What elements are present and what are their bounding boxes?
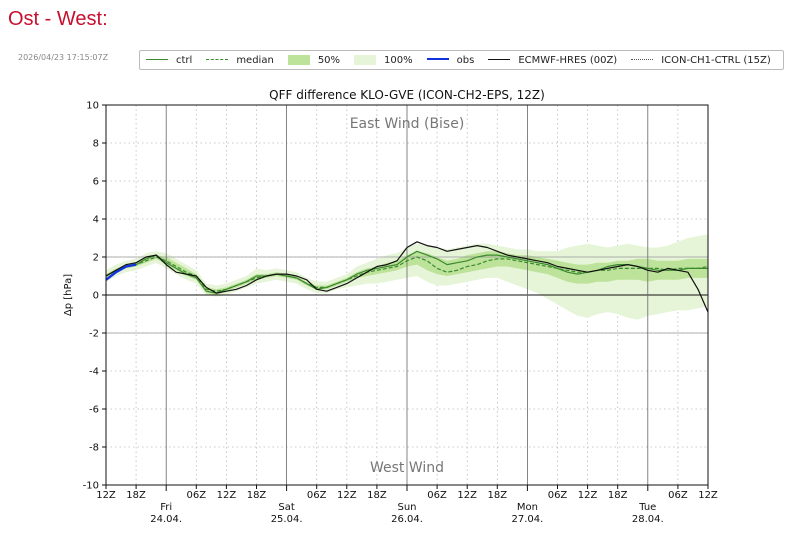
ecmwf-hres-line: [105, 241, 709, 313]
y-tick-label: -8: [89, 443, 99, 454]
legend-item-p100: 100%: [354, 55, 413, 66]
y-tick-label: -4: [89, 367, 99, 378]
legend-label-p100: 100%: [384, 54, 413, 66]
obs-line: [105, 263, 137, 281]
x-tick-label: 12Z: [698, 490, 718, 501]
x-tick-label: 06Z: [548, 490, 568, 501]
chart-title: QFF difference KLO-GVE (ICON-CH2-EPS, 12…: [269, 88, 545, 102]
legend-item-ctrl: ctrl: [146, 55, 192, 66]
ctrl-line: [105, 250, 708, 294]
legend-swatch-ctrl: [146, 55, 168, 65]
x-tick-label: 12Z: [457, 490, 477, 501]
x-tick-label: 12Z: [337, 490, 357, 501]
day-label: Sat: [278, 502, 294, 513]
x-tick-label: 18Z: [367, 490, 387, 501]
x-tick-label: 18Z: [488, 490, 508, 501]
date-label: 27.04.: [511, 514, 543, 525]
y-tick-label: 8: [93, 139, 99, 150]
y-tick-label: -2: [89, 329, 99, 340]
y-tick-label: -6: [89, 405, 99, 416]
x-tick-label: 06Z: [427, 490, 447, 501]
legend-label-median: median: [236, 54, 274, 66]
date-label: 24.04.: [150, 514, 182, 525]
x-tick-label: 12Z: [96, 490, 116, 501]
legend-label-p50: 50%: [317, 54, 341, 66]
x-tick-label: 18Z: [608, 490, 628, 501]
x-tick-label: 06Z: [668, 490, 688, 501]
chart-legend: ctrl median 50% 100% obs ECMWF-HRES (00Z) ICON…: [139, 50, 784, 70]
day-label: Fri: [160, 502, 172, 513]
day-label: Mon: [517, 502, 538, 513]
x-tick-label: 06Z: [187, 490, 207, 501]
legend-item-median: median: [206, 55, 274, 66]
legend-swatch-median: [206, 55, 229, 65]
y-tick-label: 10: [86, 101, 99, 112]
legend-swatch-p100: [354, 55, 377, 65]
day-label: Sun: [397, 502, 416, 513]
timestamp: 2026/04/23 17:15:07Z: [18, 53, 109, 62]
band-50pct: [106, 251, 708, 295]
x-tick-label: 12Z: [578, 490, 598, 501]
y-tick-label: 0: [93, 291, 99, 302]
y-axis-label: Δp [hPa]: [63, 274, 74, 316]
y-tick-label: 2: [93, 253, 99, 264]
annotation-east-wind: East Wind (Bise): [350, 116, 465, 132]
day-label: Tue: [638, 502, 656, 513]
x-tick-label: 18Z: [247, 490, 267, 501]
y-tick-label: 4: [93, 215, 99, 226]
x-tick-label: 18Z: [126, 490, 146, 501]
x-tick-label: 06Z: [307, 490, 327, 501]
median-line: [105, 256, 709, 292]
legend-swatch-p50: [287, 55, 310, 65]
x-tick-label: 12Z: [217, 490, 237, 501]
qff-chart: QFF difference KLO-GVE (ICON-CH2-EPS, 12…: [63, 88, 718, 525]
legend-label-ch1: ICON-CH1-CTRL (15Z): [661, 54, 771, 66]
legend-item-ecmwf: ECMWF-HRES (00Z): [488, 55, 617, 66]
legend-item-obs: obs: [426, 54, 475, 66]
legend-label-obs: obs: [456, 54, 475, 66]
legend-swatch-obs: [426, 55, 449, 65]
annotation-west-wind: West Wind: [370, 460, 444, 476]
legend-item-p50: 50%: [287, 54, 341, 66]
legend-swatch-ecmwf: [488, 55, 511, 65]
date-label: 25.04.: [271, 514, 303, 525]
legend-item-ch1: ICON-CH1-CTRL (15Z): [631, 55, 771, 66]
legend-swatch-ch1: [631, 55, 654, 65]
date-label: 26.04.: [391, 514, 423, 525]
legend-label-ctrl: ctrl: [176, 54, 193, 66]
date-label: 28.04.: [632, 514, 664, 525]
y-tick-label: -10: [83, 481, 99, 492]
legend-label-ecmwf: ECMWF-HRES (00Z): [518, 54, 618, 66]
page-title: Ost - West:: [8, 8, 108, 30]
y-tick-label: 6: [93, 177, 99, 188]
